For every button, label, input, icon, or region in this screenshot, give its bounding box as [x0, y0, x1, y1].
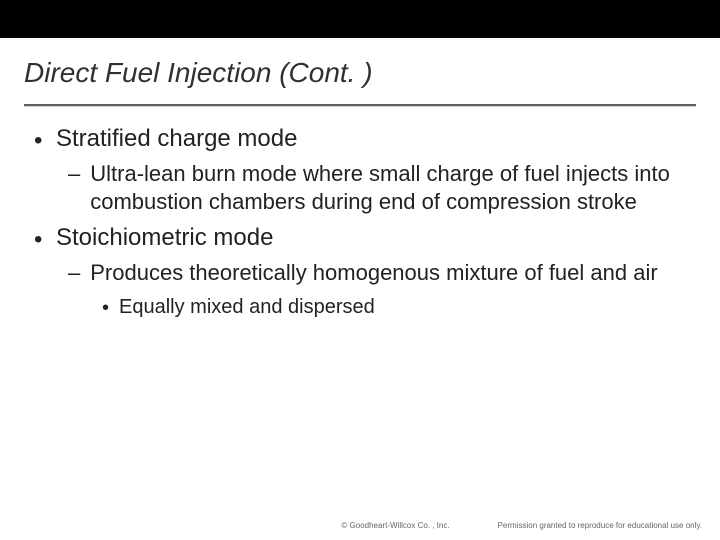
title-rule — [24, 104, 696, 106]
list-item: • Stoichiometric mode – Produces theoret… — [34, 223, 686, 321]
slide-title: Direct Fuel Injection (Cont. ) — [24, 56, 696, 90]
bullet-list-level3: • Equally mixed and dispersed — [68, 294, 686, 321]
dash-icon: – — [68, 259, 80, 287]
footer-permission: Permission granted to reproduce for educ… — [498, 521, 702, 530]
bullet-text: Stratified charge mode — [56, 124, 297, 155]
bullet-text: Stoichiometric mode — [56, 223, 273, 254]
bullet-list-level2: – Ultra-lean burn mode where small charg… — [34, 160, 686, 216]
list-item: • Equally mixed and dispersed — [102, 294, 686, 321]
bullet-list-level2: – Produces theoretically homogenous mixt… — [34, 259, 686, 320]
bullet-text: Equally mixed and dispersed — [119, 294, 375, 320]
title-wrap: Direct Fuel Injection (Cont. ) — [0, 38, 720, 96]
list-item: – Produces theoretically homogenous mixt… — [68, 259, 686, 320]
dash-icon: – — [68, 160, 80, 188]
footer-copyright: © Goodheart-Willcox Co. , Inc. — [341, 521, 449, 530]
bullet-text: Produces theoretically homogenous mixtur… — [90, 259, 657, 287]
top-bar — [0, 0, 720, 38]
slide-content: • Stratified charge mode – Ultra-lean bu… — [0, 106, 720, 321]
bullet-icon: • — [34, 223, 44, 256]
footer: © Goodheart-Willcox Co. , Inc. Permissio… — [0, 521, 702, 530]
bullet-icon: • — [102, 294, 109, 321]
bullet-list-level1: • Stratified charge mode – Ultra-lean bu… — [34, 124, 686, 321]
list-item: • Stratified charge mode – Ultra-lean bu… — [34, 124, 686, 217]
bullet-icon: • — [34, 124, 44, 157]
list-item: – Ultra-lean burn mode where small charg… — [68, 160, 686, 216]
bullet-text: Ultra-lean burn mode where small charge … — [90, 160, 686, 216]
